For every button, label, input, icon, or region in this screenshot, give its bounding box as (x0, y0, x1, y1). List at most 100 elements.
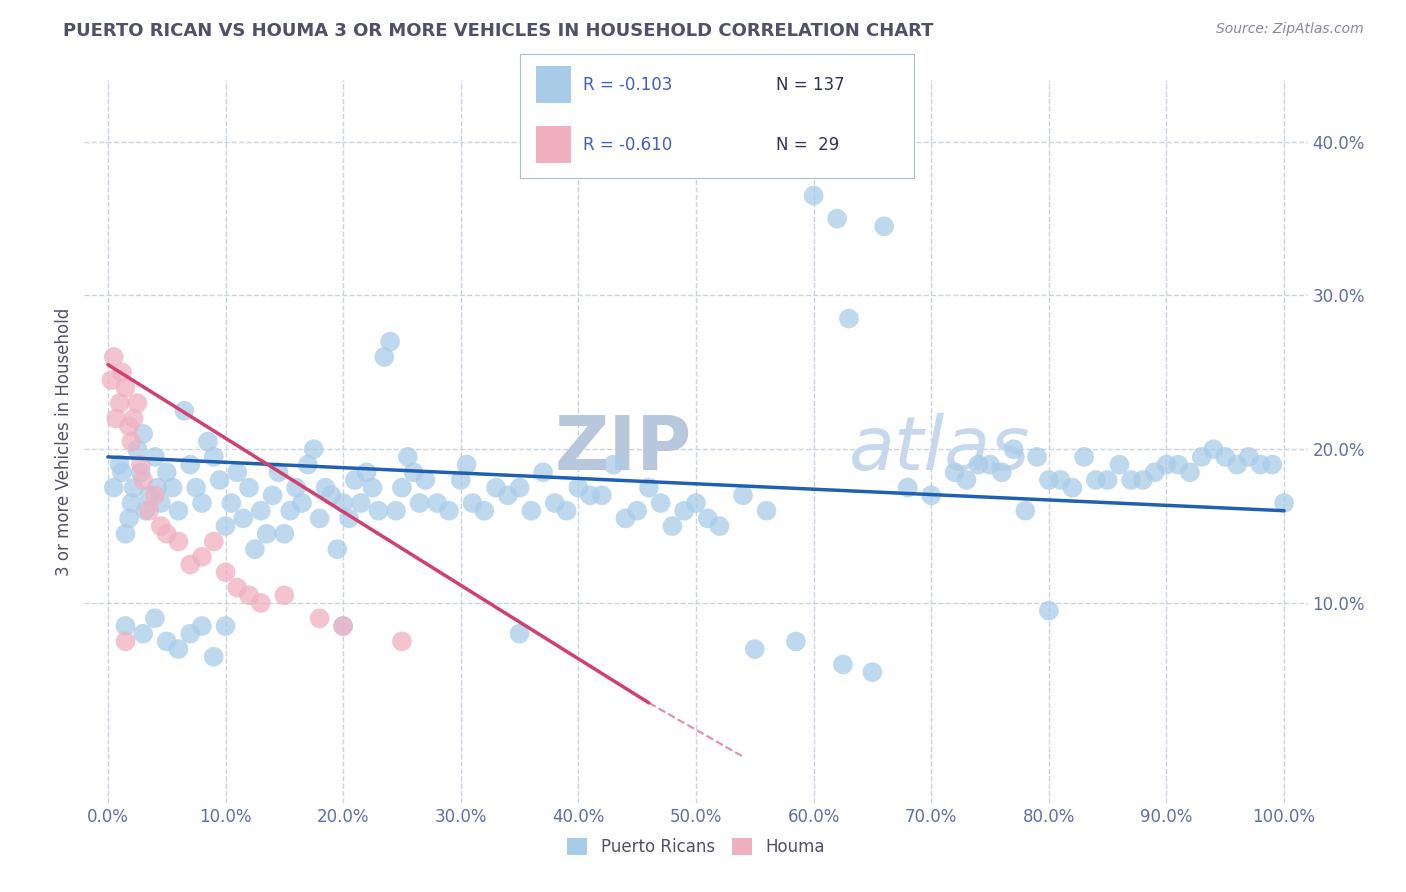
Point (214, 519, 236, 533)
Point (132, 473, 155, 487)
Point (520, 504, 543, 518)
Point (146, 481, 169, 495)
Point (1132, 473, 1154, 487)
Point (103, 481, 125, 495)
Point (118, 511, 141, 525)
Point (129, 465, 152, 479)
Point (373, 350, 395, 364)
Point (485, 481, 508, 495)
Point (173, 404, 195, 418)
Point (184, 481, 207, 495)
Point (1014, 504, 1036, 518)
Point (129, 458, 152, 472)
Point (1156, 458, 1178, 472)
Point (197, 434, 219, 449)
Point (408, 496, 430, 510)
Point (221, 496, 243, 510)
Text: R = -0.610: R = -0.610 (583, 136, 672, 153)
Point (860, 665, 883, 680)
Point (638, 481, 661, 495)
Point (696, 511, 718, 525)
Point (555, 504, 578, 518)
Point (602, 458, 624, 472)
Point (1097, 473, 1119, 487)
Point (367, 504, 389, 518)
Point (661, 519, 683, 533)
Point (1062, 481, 1084, 495)
Point (149, 496, 172, 510)
Point (167, 642, 190, 657)
Point (380, 334, 402, 349)
Point (111, 465, 134, 479)
Point (461, 496, 484, 510)
Point (262, 488, 284, 502)
Point (114, 634, 136, 648)
Point (179, 458, 201, 472)
Point (238, 481, 260, 495)
Point (391, 634, 413, 648)
Point (273, 526, 295, 541)
Point (332, 619, 354, 633)
Point (202, 450, 225, 464)
Point (731, 488, 754, 502)
Point (472, 504, 495, 518)
Point (1108, 458, 1130, 472)
Text: ZIP: ZIP (555, 413, 692, 486)
Point (450, 473, 472, 487)
Point (1250, 458, 1272, 472)
Point (143, 488, 166, 502)
Point (832, 657, 855, 672)
Point (337, 511, 360, 525)
Point (825, 211, 848, 226)
Point (920, 488, 942, 502)
Point (256, 526, 278, 541)
Point (614, 511, 637, 525)
Point (897, 481, 920, 495)
Text: PUERTO RICAN VS HOUMA 3 OR MORE VEHICLES IN HOUSEHOLD CORRELATION CHART: PUERTO RICAN VS HOUMA 3 OR MORE VEHICLES… (63, 22, 934, 40)
Point (191, 496, 214, 510)
Point (120, 434, 142, 449)
Point (332, 496, 354, 510)
Y-axis label: 3 or more Vehicles in Household: 3 or more Vehicles in Household (55, 308, 73, 575)
Point (249, 596, 271, 610)
Point (991, 465, 1014, 479)
Point (350, 496, 373, 510)
Point (544, 496, 567, 510)
Point (314, 481, 336, 495)
Point (402, 465, 425, 479)
Point (1049, 473, 1071, 487)
Point (156, 465, 179, 479)
Point (967, 458, 990, 472)
Text: N = 137: N = 137 (776, 76, 845, 94)
Point (326, 542, 349, 557)
Point (191, 549, 214, 564)
Point (1191, 450, 1213, 464)
Point (567, 481, 589, 495)
Point (138, 488, 160, 502)
Point (1038, 473, 1060, 487)
Point (755, 504, 778, 518)
Point (1167, 458, 1189, 472)
Point (135, 504, 157, 518)
Point (273, 588, 295, 602)
Point (321, 488, 343, 502)
Point (709, 519, 731, 533)
Point (579, 488, 602, 502)
Point (191, 619, 214, 633)
Point (214, 619, 236, 633)
Legend: Puerto Ricans, Houma: Puerto Ricans, Houma (561, 831, 831, 863)
Point (1213, 450, 1236, 464)
Point (162, 481, 184, 495)
Point (267, 465, 290, 479)
Point (238, 588, 260, 602)
Point (122, 481, 145, 495)
Point (302, 442, 325, 457)
Point (114, 381, 136, 395)
Point (396, 450, 419, 464)
Point (744, 642, 766, 657)
Point (127, 442, 149, 457)
Point (626, 504, 648, 518)
Point (132, 426, 155, 441)
Point (127, 396, 149, 410)
Point (208, 473, 231, 487)
